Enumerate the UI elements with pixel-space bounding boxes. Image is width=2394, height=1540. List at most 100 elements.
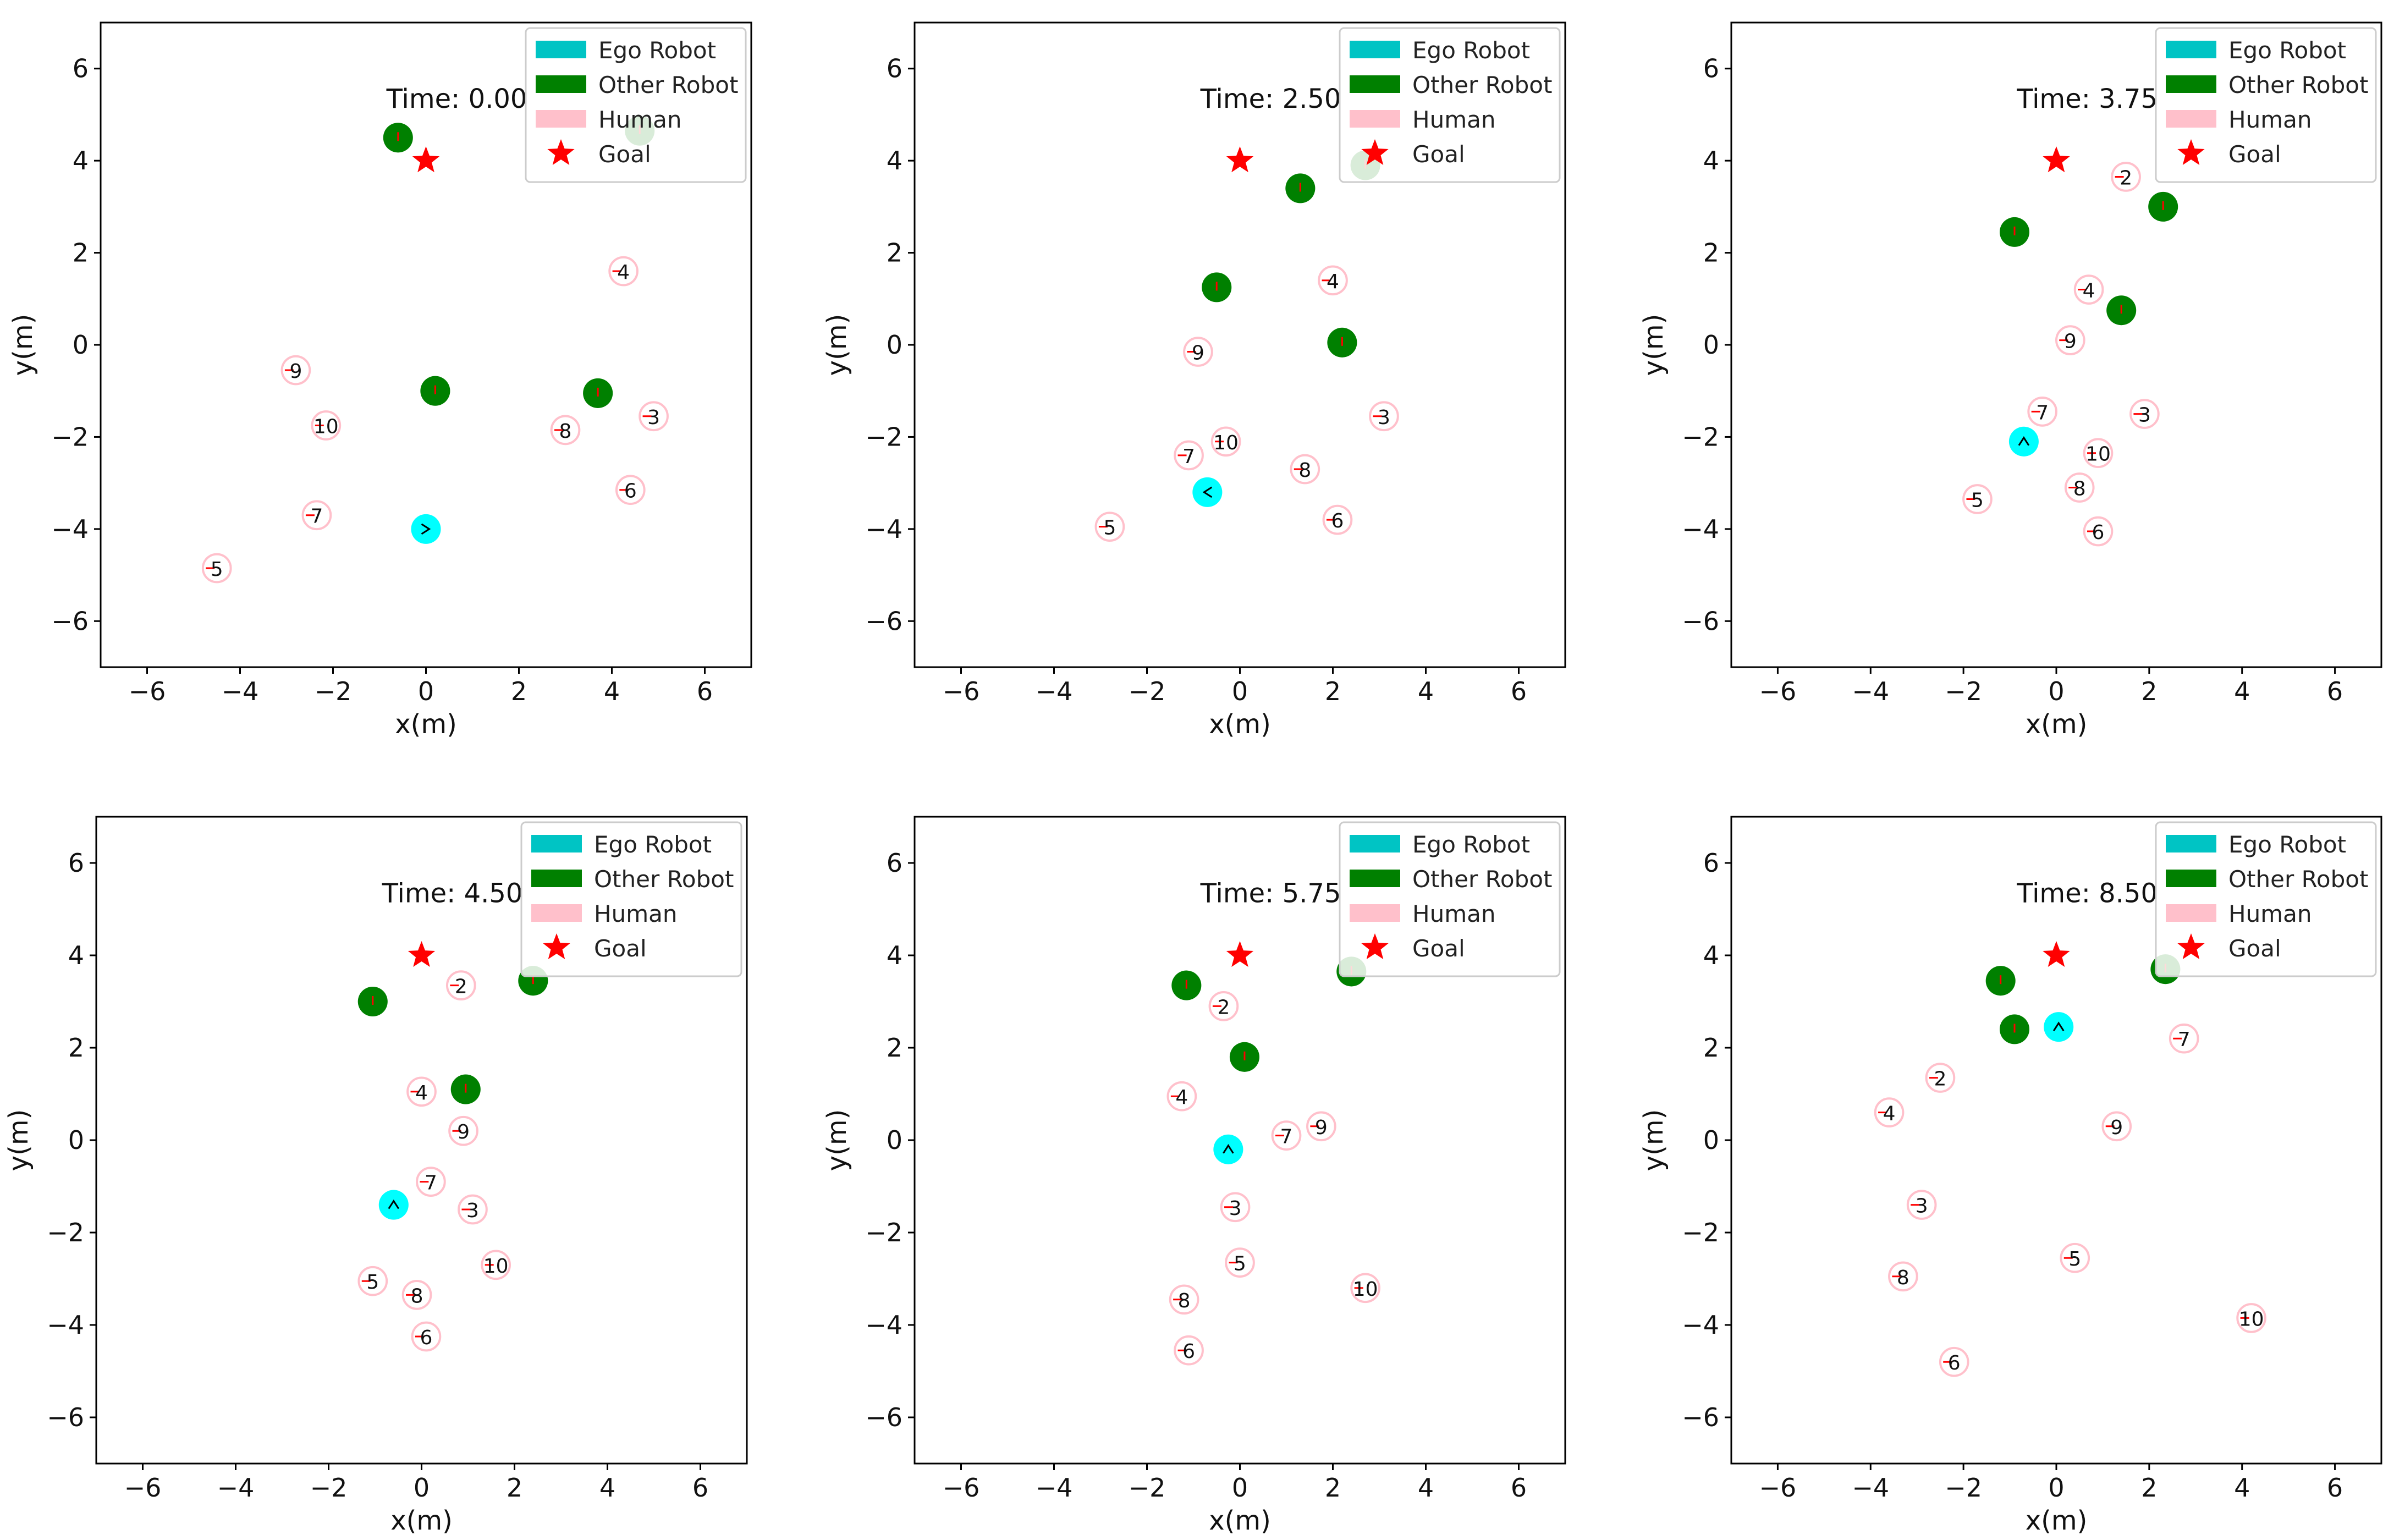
ego-robot <box>1192 477 1223 507</box>
y-tick-label: 4 <box>887 941 902 970</box>
human-id-label: 10 <box>483 1255 509 1278</box>
human-id-label: 10 <box>2085 443 2111 466</box>
y-axis-label: y(m) <box>1638 314 1669 376</box>
x-tick-label: 2 <box>1325 1473 1341 1503</box>
legend-swatch <box>2166 41 2216 58</box>
x-tick-label: 0 <box>414 1473 430 1503</box>
y-tick-label: 4 <box>73 146 89 175</box>
y-tick-label: −2 <box>47 1218 84 1247</box>
legend-entry-label: Goal <box>2228 935 2281 962</box>
human-id-label: 3 <box>1916 1195 1928 1218</box>
legend-entry-label: Ego Robot <box>1412 831 1530 858</box>
human-6 <box>1939 1346 1969 1377</box>
x-tick-label: −6 <box>943 1473 980 1503</box>
y-tick-label: 2 <box>73 238 89 268</box>
human-3 <box>639 401 669 432</box>
human-5 <box>1225 1247 1255 1278</box>
plot-area: Time: 4.50 2 3 4 5 6 7 8 9 10 <box>357 878 548 1352</box>
legend-entry-label: Other Robot <box>1412 866 1552 893</box>
x-tick-label: 0 <box>1232 676 1248 706</box>
legend-swatch <box>1350 835 1400 853</box>
legend-swatch <box>2166 110 2216 128</box>
legend-entry-label: Human <box>598 106 681 133</box>
y-tick-label: −4 <box>47 1310 84 1340</box>
ego-heading-arrow <box>421 523 431 535</box>
legend-entry-label: Other Robot <box>2228 866 2368 893</box>
human-id-label: 9 <box>1315 1116 1328 1139</box>
human-id-label: 8 <box>411 1285 423 1307</box>
y-tick-label: −4 <box>865 514 902 544</box>
legend: Ego Robot Other Robot Human Goal <box>2155 821 2377 977</box>
y-tick-label: 2 <box>68 1033 84 1063</box>
human-id-label: 9 <box>2064 331 2077 353</box>
y-tick-label: 6 <box>887 848 902 878</box>
y-tick-label: 4 <box>1703 146 1719 175</box>
y-tick-label: 0 <box>68 1125 84 1155</box>
human-7 <box>301 500 332 531</box>
x-tick-label: 4 <box>604 676 620 706</box>
y-tick-label: 2 <box>1703 1033 1719 1063</box>
legend-box <box>2155 27 2377 183</box>
legend-swatch <box>536 41 586 58</box>
time-label: Time: 0.00 <box>386 84 527 114</box>
human-id-label: 2 <box>1934 1068 1946 1091</box>
human-id-label: 4 <box>1327 271 1339 293</box>
y-tick-label: −4 <box>1682 514 1719 544</box>
legend-entry-label: Goal <box>2228 141 2281 168</box>
human-9 <box>2055 325 2085 355</box>
human-id-label: 7 <box>2036 402 2049 424</box>
y-tick-label: −4 <box>865 1310 902 1340</box>
human-id-label: 10 <box>313 416 339 438</box>
legend-entry-label: Other Robot <box>2228 72 2368 98</box>
goal-star <box>2043 941 2070 967</box>
human-3 <box>458 1194 488 1225</box>
x-axis-label: x(m) <box>2026 709 2088 740</box>
y-tick-label: −6 <box>1682 606 1719 636</box>
human-6 <box>1174 1335 1204 1366</box>
y-tick-label: 6 <box>887 54 902 84</box>
x-tick-label: 2 <box>1325 676 1341 706</box>
legend-entry-label: Ego Robot <box>598 37 716 64</box>
x-tick-label: −2 <box>310 1473 348 1503</box>
legend-swatch <box>531 835 582 853</box>
time-label: Time: 8.50 <box>2016 878 2158 909</box>
x-tick-label: 4 <box>1418 676 1434 706</box>
y-axis-label: y(m) <box>1638 1109 1669 1172</box>
y-tick-label: 0 <box>73 330 89 360</box>
human-id-label: 3 <box>1229 1197 1242 1220</box>
y-axis-label: y(m) <box>3 1109 34 1172</box>
y-tick-label: 4 <box>887 146 902 175</box>
ego-robot <box>1213 1134 1243 1164</box>
x-tick-label: 6 <box>1511 1473 1527 1503</box>
legend-goal-marker <box>2177 933 2205 959</box>
ego-robot <box>411 514 441 544</box>
y-tick-label: −2 <box>1682 1218 1719 1247</box>
goal-star <box>408 941 436 967</box>
human-id-label: 5 <box>211 558 223 581</box>
legend: Ego Robot Other Robot Human Goal <box>520 821 742 977</box>
x-tick-label: 2 <box>507 1473 522 1503</box>
legend: Ego Robot Other Robot Human Goal <box>525 27 747 183</box>
human-5 <box>201 553 232 584</box>
human-4 <box>608 256 639 287</box>
ego-heading-arrow <box>2052 1021 2065 1032</box>
human-id-label: 2 <box>2120 167 2132 189</box>
y-tick-label: −6 <box>865 1402 902 1432</box>
human-2 <box>445 970 476 1000</box>
x-tick-label: −6 <box>129 676 166 706</box>
legend-swatch <box>2166 75 2216 93</box>
human-id-label: 2 <box>1217 996 1230 1019</box>
legend-goal-marker <box>1361 933 1389 959</box>
human-4 <box>1318 265 1348 296</box>
chart-panel-3: −6 −4 −2 0 2 4 6 −6 −4 −2 0 2 4 6 x(m) y(m) Time: 3.75 2 3… <box>1638 21 2382 740</box>
x-tick-label: 6 <box>692 1473 708 1503</box>
human-4 <box>406 1076 437 1107</box>
x-tick-label: 4 <box>2234 676 2250 706</box>
human-8 <box>2064 472 2095 503</box>
human-8 <box>550 415 581 446</box>
human-10 <box>1350 1273 1380 1304</box>
legend-goal-marker <box>2177 139 2205 165</box>
x-tick-label: −2 <box>315 676 352 706</box>
ego-robot <box>2008 426 2039 457</box>
human-id-label: 4 <box>1175 1086 1188 1109</box>
